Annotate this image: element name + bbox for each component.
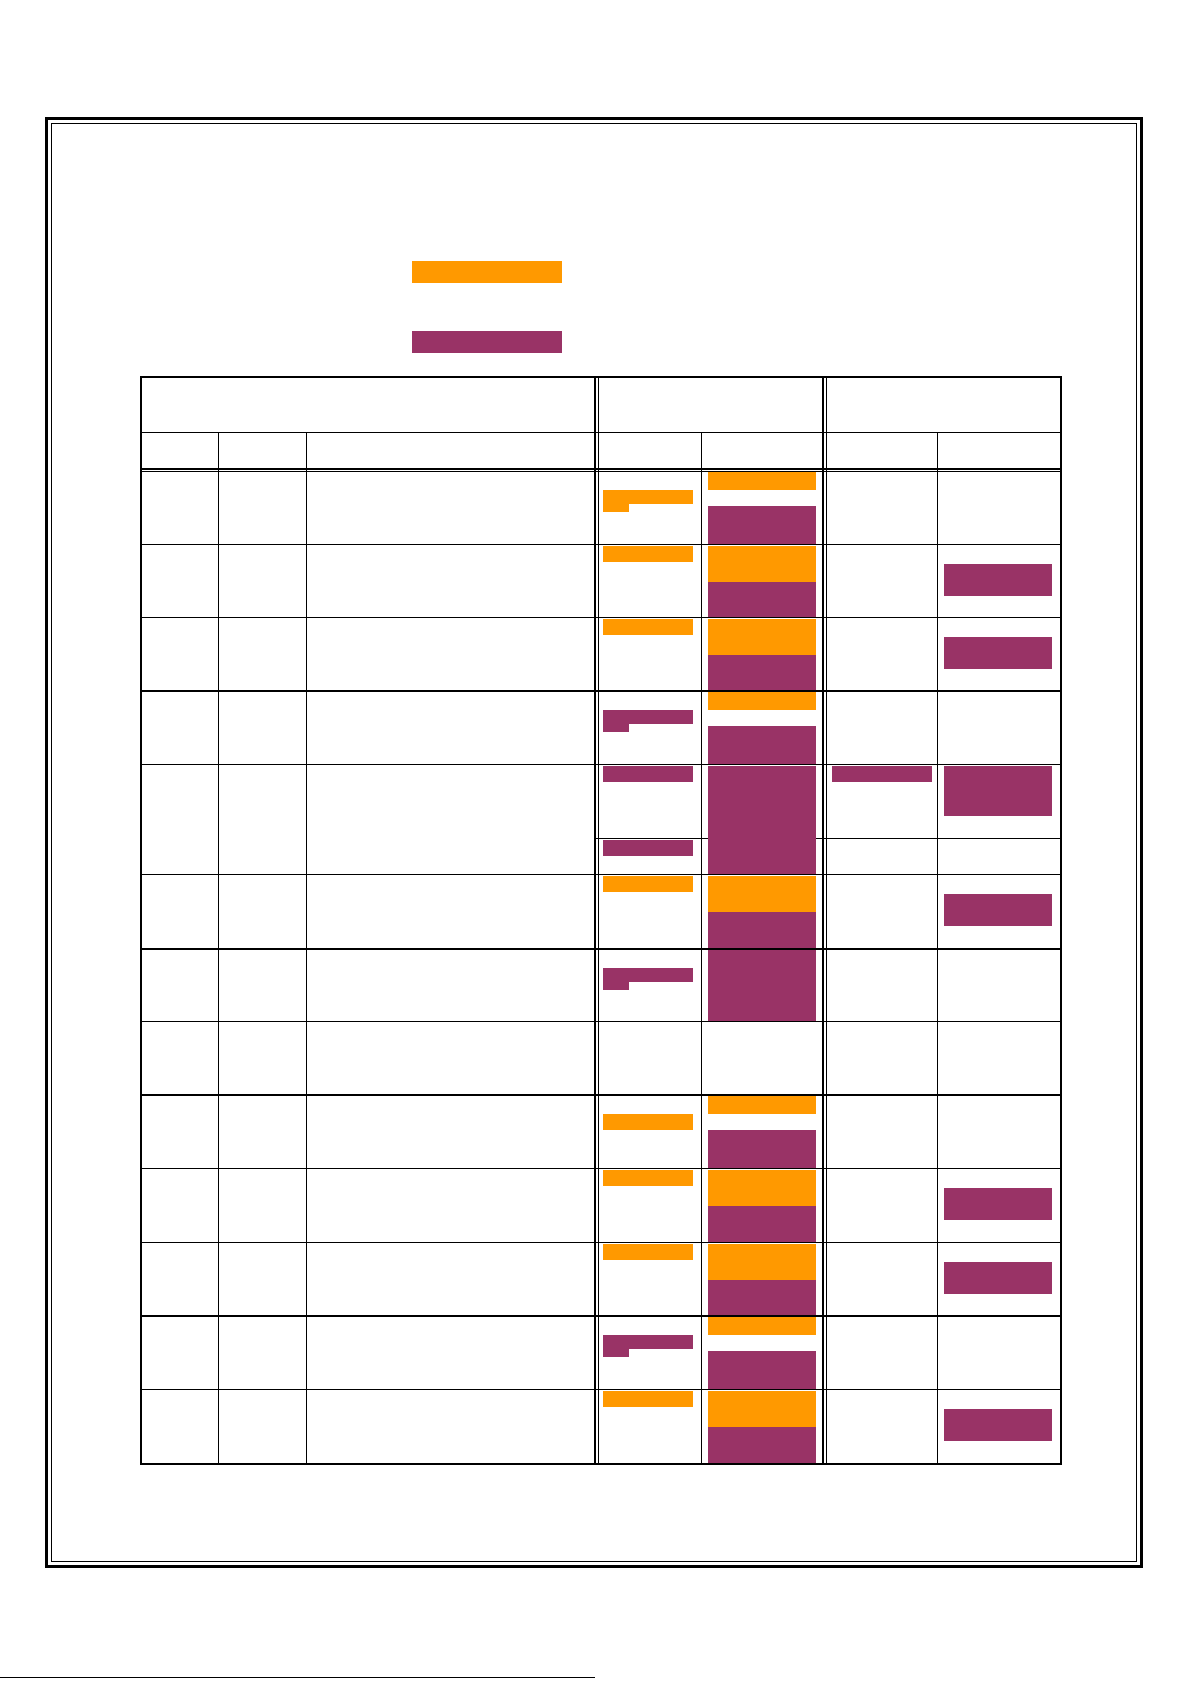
row-11-col5-mark-1 — [708, 1244, 816, 1280]
row-2-col7-mark-1 — [944, 564, 1052, 596]
row-11-col7-mark-1 — [944, 1262, 1052, 1294]
legend-swatch-orange — [412, 261, 562, 283]
row-5-col4-mark-1 — [603, 766, 693, 782]
row-divider-11 — [140, 1315, 1062, 1317]
row-4-col5-mark-2 — [708, 726, 816, 764]
row-10-col7-mark-1 — [944, 1188, 1052, 1220]
row-3-col4-mark-1 — [603, 619, 693, 635]
row-10-col4-mark-1 — [603, 1170, 693, 1186]
row-divider-7 — [140, 1021, 1062, 1022]
row-4-col5-mark-1 — [708, 692, 816, 710]
row-divider-10 — [140, 1242, 1062, 1243]
row-2-col4-mark-1 — [603, 546, 693, 562]
group-divider-1a — [594, 376, 596, 1465]
row-5-col5-mark-1 — [708, 766, 816, 874]
row-6-col5-mark-2 — [708, 912, 816, 948]
row-13-col4-mark-1 — [603, 1391, 693, 1407]
row-1-col4-mark-1 — [603, 490, 693, 504]
row-divider-9 — [140, 1168, 1062, 1169]
legend-swatch-purple — [412, 331, 562, 353]
row-5-col4-mark-2 — [603, 840, 693, 856]
row-11-col5-mark-2 — [708, 1280, 816, 1315]
row-1-col5-mark-2 — [708, 506, 816, 544]
row-3-col7-mark-1 — [944, 637, 1052, 669]
row-divider-2 — [140, 617, 1062, 618]
row-2-col5-mark-2 — [708, 582, 816, 617]
row-4-col4-mark-1 — [603, 710, 693, 724]
column-divider-1 — [218, 432, 219, 1463]
row-13-col5-mark-1 — [708, 1391, 816, 1427]
row-9-col5-mark-1 — [708, 1096, 816, 1114]
row-1-col5-mark-1 — [708, 472, 816, 490]
row-7-col5-mark-1 — [708, 950, 816, 1021]
footnote-separator — [0, 1677, 595, 1678]
row-2-col5-mark-1 — [708, 546, 816, 582]
row-12-col4-mark-1 — [603, 1335, 693, 1349]
group-divider-2b — [826, 376, 827, 1465]
row-5-col7-mark-1 — [944, 766, 1052, 816]
row-10-col5-mark-2 — [708, 1206, 816, 1242]
row-6-col5-mark-1 — [708, 876, 816, 912]
column-divider-3 — [701, 432, 702, 1463]
row-11-col4-mark-1 — [603, 1244, 693, 1260]
row-12-col5-mark-1 — [708, 1317, 816, 1335]
row-divider-3 — [140, 690, 1062, 692]
row-7-col4-mark-1 — [603, 968, 693, 982]
row-10-col5-mark-1 — [708, 1170, 816, 1206]
row-1-col4-mark-1-tail — [603, 504, 629, 512]
group-divider-1b — [598, 376, 599, 1465]
row-13-col7-mark-1 — [944, 1409, 1052, 1441]
row-12-col5-mark-2 — [708, 1351, 816, 1389]
row-6-col7-mark-1 — [944, 894, 1052, 926]
row-4-col4-mark-1-tail — [603, 724, 629, 732]
header-bottom-a — [140, 468, 1062, 470]
page-border-outer — [45, 117, 1143, 1568]
row-divider-5 — [140, 874, 1062, 875]
column-divider-2 — [306, 432, 307, 1463]
row-9-col4-mark-1 — [603, 1114, 693, 1130]
row-divider-12 — [140, 1389, 1062, 1390]
row-9-col5-mark-2 — [708, 1130, 816, 1168]
table-border-bottom — [140, 1463, 1062, 1465]
row-6-col4-mark-1 — [603, 876, 693, 892]
header-split — [140, 432, 1062, 433]
group-divider-2a — [822, 376, 824, 1465]
row-divider-6 — [140, 948, 1062, 950]
column-divider-4 — [937, 432, 938, 1463]
row-divider-8 — [140, 1094, 1062, 1096]
row-7-col4-mark-1-tail — [603, 982, 629, 990]
page-border-inner — [51, 123, 1137, 1562]
table-border-top — [140, 376, 1062, 378]
row-12-col4-mark-1-tail — [603, 1349, 629, 1357]
header-group-1 — [142, 380, 597, 430]
header-group-2 — [604, 380, 825, 430]
row-5-inner-divider — [596, 838, 1062, 839]
row-divider-1 — [140, 544, 1062, 545]
header-bottom-b — [140, 471, 1062, 472]
table-border-left — [140, 376, 142, 1465]
row-3-col5-mark-1 — [708, 619, 816, 655]
row-3-col5-mark-2 — [708, 655, 816, 690]
table-border-right — [1060, 376, 1062, 1465]
row-13-col5-mark-2 — [708, 1427, 816, 1463]
header-group-3 — [835, 380, 1070, 430]
row-5-col6-mark-1 — [832, 766, 932, 782]
row-divider-4 — [140, 764, 1062, 765]
